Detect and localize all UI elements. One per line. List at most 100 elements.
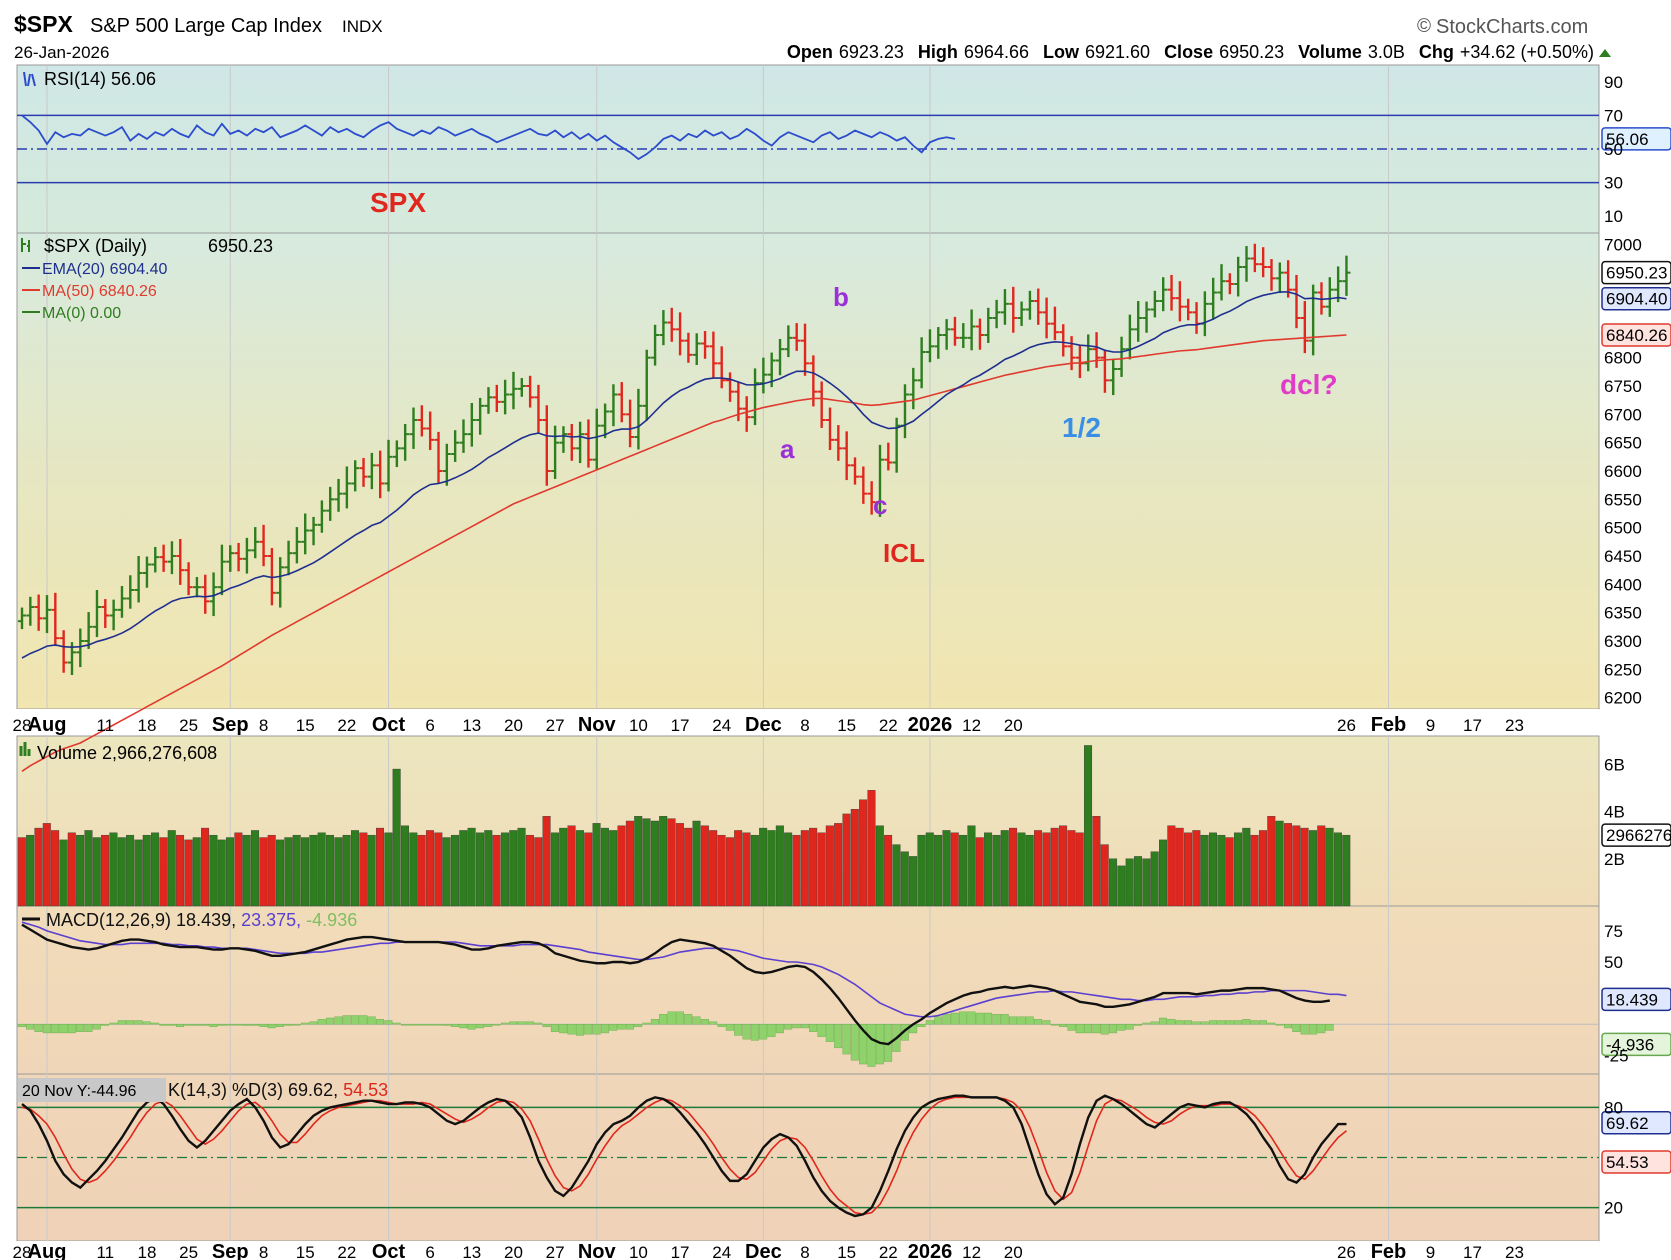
macd-histogram-bar (784, 1024, 793, 1030)
macd-histogram-bar (742, 1024, 751, 1040)
stochastic-k-value-tag-text: 69.62 (1606, 1114, 1649, 1133)
volume-bar (525, 834, 534, 907)
x-axis-label: Feb (1371, 714, 1407, 736)
candle (709, 331, 718, 379)
volume-bar (1342, 834, 1351, 907)
candle (1267, 259, 1276, 291)
macd-histogram-bar (1183, 1020, 1192, 1025)
macd-histogram-bar (759, 1024, 768, 1040)
price-axis-tick: 6600 (1604, 462, 1642, 481)
macd-histogram-bar (226, 1024, 235, 1026)
macd-histogram-bar (834, 1024, 843, 1049)
macd-histogram-bar (809, 1024, 818, 1032)
candle (459, 419, 468, 453)
candle (1217, 264, 1226, 301)
volume-bar (367, 834, 376, 907)
index-name-label: S&P 500 Large Cap Index (90, 15, 322, 37)
ema-value-tag: 6904.40 (1601, 286, 1671, 311)
volume-bar (409, 832, 418, 907)
macd-histogram-bar (142, 1021, 151, 1025)
macd-histogram-bar (1084, 1024, 1093, 1034)
macd-histogram-bar (467, 1024, 476, 1030)
volume-bar (550, 832, 559, 907)
close-value-tag: 6950.23 (1601, 260, 1671, 285)
macd-histogram-bar (692, 1016, 701, 1025)
candle (42, 595, 51, 634)
volume-bar (484, 830, 493, 907)
quote-value: 6950.23 (1219, 42, 1284, 62)
candle (1234, 256, 1243, 297)
macd-histogram-bar (1283, 1024, 1292, 1029)
price-legend: $SPX (Daily) 6950.23 EMA(20) 6904.40 MA(… (21, 236, 273, 322)
volume-bar (1300, 827, 1309, 907)
x-axis-label: Nov (578, 714, 617, 736)
volume-axis-tick: 2B (1604, 850, 1625, 869)
macd-histogram-bar (1100, 1024, 1109, 1035)
candle (251, 527, 260, 559)
macd-histogram-bar (967, 1011, 976, 1025)
quote-label: Chg (1419, 42, 1454, 62)
macd-histogram-bar (184, 1024, 193, 1026)
volume-bar (950, 832, 959, 907)
volume-bar (725, 837, 734, 907)
volume-bar (1050, 827, 1059, 907)
candle (467, 403, 476, 447)
macd-histogram-bar (600, 1024, 609, 1034)
macd-histogram-bar (1142, 1022, 1151, 1025)
price-legend-icon (21, 238, 30, 252)
volume-bar (542, 816, 551, 907)
volume-bar (42, 823, 51, 907)
macd-histogram-bar (1208, 1020, 1217, 1025)
macd-histogram-bar (301, 1022, 310, 1025)
candle (617, 382, 626, 423)
candle (1109, 358, 1118, 396)
volume-bar (1333, 832, 1342, 907)
macd-histogram-bar (392, 1022, 401, 1025)
volume-value-tag-box (1601, 823, 1671, 847)
candle (1175, 281, 1184, 322)
candle (326, 486, 335, 521)
close-value-tag-text: 6950.23 (1606, 264, 1667, 283)
candle (917, 337, 926, 389)
quote-label: Low (1043, 42, 1080, 62)
volume-bar (1283, 823, 1292, 907)
volume-bar (84, 830, 93, 907)
macd-legend-part: MACD(12,26,9) 18.439, (46, 910, 236, 930)
candle (826, 407, 835, 451)
candle (517, 378, 526, 397)
candle (642, 349, 651, 421)
volume-bar (809, 827, 818, 907)
candle (342, 466, 351, 509)
candle (51, 592, 60, 647)
candle (925, 329, 934, 363)
volume-bar (142, 834, 151, 907)
macd-histogram-bar (450, 1024, 459, 1027)
macd-histogram-bar (1258, 1020, 1267, 1025)
volume-bar (792, 834, 801, 907)
candle (967, 309, 976, 351)
candle (284, 540, 293, 576)
macd-histogram-bar (242, 1024, 251, 1026)
macd-histogram-bar (151, 1022, 160, 1025)
stochastic-d-line (21, 1096, 1347, 1216)
price-axis-tick: 6400 (1604, 575, 1642, 594)
candle (1209, 277, 1218, 319)
volume-bar (1017, 832, 1026, 907)
macd-histogram-bar (1000, 1014, 1009, 1025)
quote-line: Open 6923.23 High 6964.66 Low 6921.60 Close 695… (787, 42, 1594, 62)
candle (1250, 243, 1259, 273)
candle (626, 399, 635, 448)
ma50-value-tag: 6840.26 (1601, 323, 1671, 347)
candle (651, 324, 660, 366)
price-panel (16, 232, 1600, 710)
x-axis-band (0, 709, 1599, 736)
candle (1275, 262, 1284, 294)
macd-histogram-bar (334, 1016, 343, 1025)
candle (1225, 273, 1234, 295)
candle (1025, 290, 1034, 320)
volume-bar (351, 830, 360, 907)
macd-histogram-bar (1200, 1021, 1209, 1025)
candle (867, 481, 876, 515)
candle (701, 331, 710, 359)
x-axis-label: 20 (504, 716, 523, 735)
